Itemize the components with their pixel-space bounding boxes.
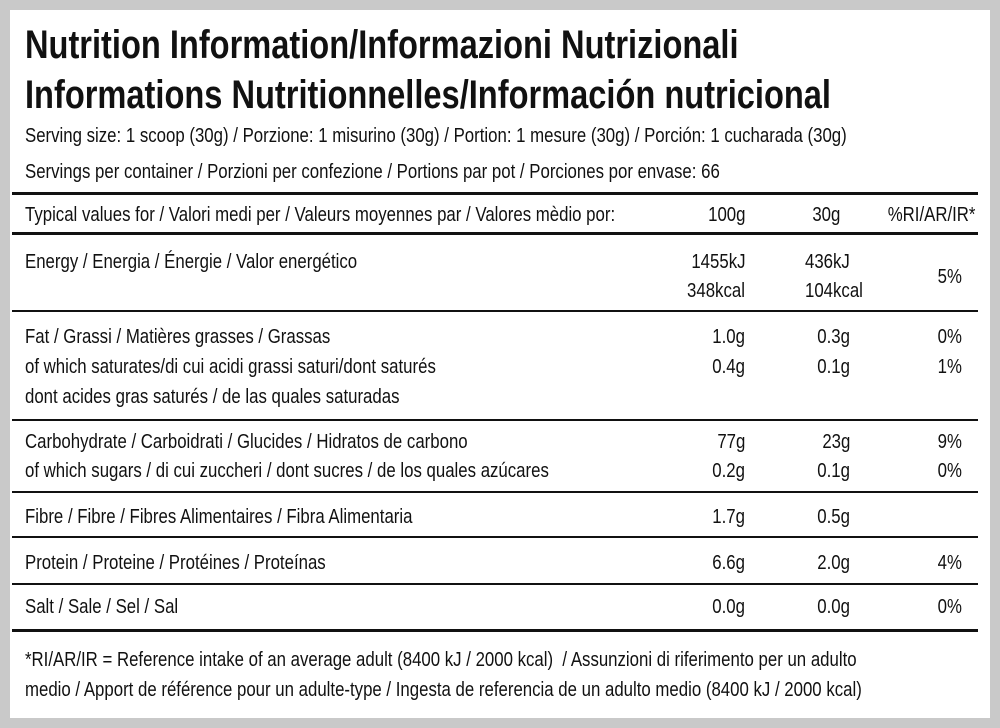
row-label: of which saturates/di cui acidi grassi s… [25,356,436,378]
column-header: %RI/AR/IR* [887,204,975,226]
footnote: *RI/AR/IR = Reference intake of an avera… [25,649,857,671]
value-100g: 1455kJ [690,251,745,273]
label-card [10,10,990,718]
value-100g: 1.0g [712,326,745,348]
value-30g: 23g [821,431,850,453]
rule [12,536,978,538]
rule [12,491,978,493]
rule [12,419,978,421]
value-ri: 4% [937,552,962,574]
value-100g: 0.4g [712,356,745,378]
value-30g: 2.0g [817,552,850,574]
value-30g: 0.0g [817,596,850,618]
value-ri: 9% [937,431,962,453]
row-label: Protein / Proteine / Protéines / Proteín… [25,552,326,574]
value-30g: 104kcal [805,280,863,302]
column-header: Typical values for / Valori medi per / V… [25,204,616,226]
rule [12,310,978,312]
row-label: dont acides gras saturés / de las quales… [25,386,400,408]
row-label: Fibre / Fibre / Fibres Alimentaires / Fi… [25,506,413,528]
value-100g: 6.6g [712,552,745,574]
rule [12,583,978,585]
row-label: Carbohydrate / Carboidrati / Glucides / … [25,431,468,453]
value-100g: 0.2g [712,460,745,482]
value-30g: 0.1g [817,460,850,482]
row-label: Salt / Sale / Sel / Sal [25,596,179,618]
title: Informations Nutritionnelles/Información… [25,73,831,117]
value-30g: 0.5g [817,506,850,528]
servings: Servings per container / Porzioni per co… [25,161,720,183]
value-30g: 436kJ [805,251,850,273]
row-label: Fat / Grassi / Matières grasses / Grassa… [25,326,331,348]
value-ri: 0% [937,460,962,482]
rule [12,192,978,195]
title: Nutrition Information/Informazioni Nutri… [25,23,739,67]
rule [12,629,978,632]
value-100g: 1.7g [712,506,745,528]
footnote: medio / Apport de référence pour un adul… [25,679,862,701]
value-ri: 1% [937,356,962,378]
value-100g: 0.0g [712,596,745,618]
value-ri: 5% [937,266,962,288]
value-30g: 0.3g [817,326,850,348]
value-ri: 0% [937,326,962,348]
row-label: Energy / Energia / Énergie / Valor energ… [25,251,358,273]
rule [12,232,978,235]
value-ri: 0% [937,596,962,618]
column-header: 100g [707,204,745,226]
value-100g: 77g [716,431,745,453]
row-label: of which sugars / di cui zuccheri / dont… [25,460,549,482]
serving-size: Serving size: 1 scoop (30g) / Porzione: … [25,125,847,147]
value-30g: 0.1g [817,356,850,378]
value-100g: 348kcal [687,280,745,302]
column-header: 30g [811,204,840,226]
